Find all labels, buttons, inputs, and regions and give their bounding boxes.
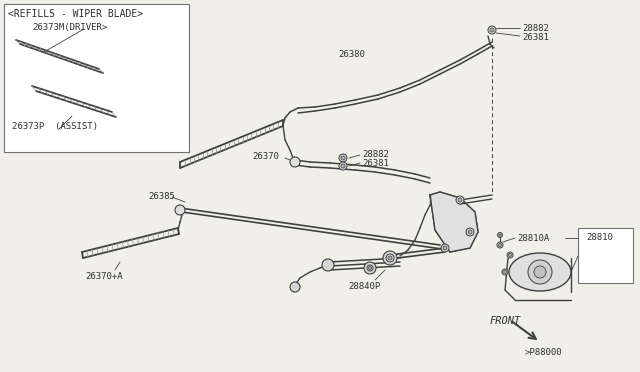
Text: 26381: 26381 — [522, 33, 549, 42]
Circle shape — [383, 251, 397, 265]
Text: FRONT: FRONT — [490, 316, 521, 326]
Text: 28810: 28810 — [586, 233, 613, 242]
Polygon shape — [430, 192, 478, 252]
Circle shape — [490, 28, 494, 32]
Bar — [578, 228, 633, 283]
Bar — [4, 4, 189, 152]
Text: 26385: 26385 — [148, 192, 175, 201]
Circle shape — [534, 266, 546, 278]
Circle shape — [507, 252, 513, 258]
Circle shape — [504, 270, 506, 273]
Text: >P88000: >P88000 — [525, 348, 563, 357]
Circle shape — [509, 253, 511, 257]
Circle shape — [290, 157, 300, 167]
Circle shape — [341, 156, 345, 160]
Text: 26373M(DRIVER>: 26373M(DRIVER> — [32, 23, 108, 32]
Circle shape — [468, 230, 472, 234]
Circle shape — [497, 242, 503, 248]
Text: 28840P: 28840P — [348, 282, 380, 291]
Circle shape — [502, 269, 508, 275]
Circle shape — [367, 265, 373, 271]
Circle shape — [499, 234, 501, 236]
Circle shape — [364, 262, 376, 274]
Text: 28882: 28882 — [362, 150, 389, 159]
Circle shape — [528, 260, 552, 284]
Text: 26381: 26381 — [362, 159, 389, 168]
Ellipse shape — [509, 253, 571, 291]
Text: 28882: 28882 — [522, 24, 549, 33]
Text: 28810A: 28810A — [517, 234, 549, 243]
Circle shape — [443, 246, 447, 250]
Circle shape — [341, 164, 345, 168]
Circle shape — [458, 198, 462, 202]
Circle shape — [322, 259, 334, 271]
Text: <REFILLS - WIPER BLADE>: <REFILLS - WIPER BLADE> — [8, 9, 143, 19]
Circle shape — [339, 154, 347, 162]
Circle shape — [497, 232, 502, 237]
Circle shape — [388, 256, 392, 260]
Circle shape — [441, 244, 449, 252]
Circle shape — [499, 244, 502, 247]
Circle shape — [339, 162, 347, 170]
Text: 26380: 26380 — [338, 50, 365, 59]
Text: 26370: 26370 — [252, 152, 279, 161]
Text: 26370+A: 26370+A — [85, 272, 123, 281]
Circle shape — [466, 228, 474, 236]
Circle shape — [290, 282, 300, 292]
Circle shape — [369, 266, 371, 269]
Text: 26373P  (ASSIST): 26373P (ASSIST) — [12, 122, 98, 131]
Circle shape — [386, 254, 394, 262]
Circle shape — [175, 205, 185, 215]
Circle shape — [488, 26, 496, 34]
Circle shape — [456, 196, 464, 204]
